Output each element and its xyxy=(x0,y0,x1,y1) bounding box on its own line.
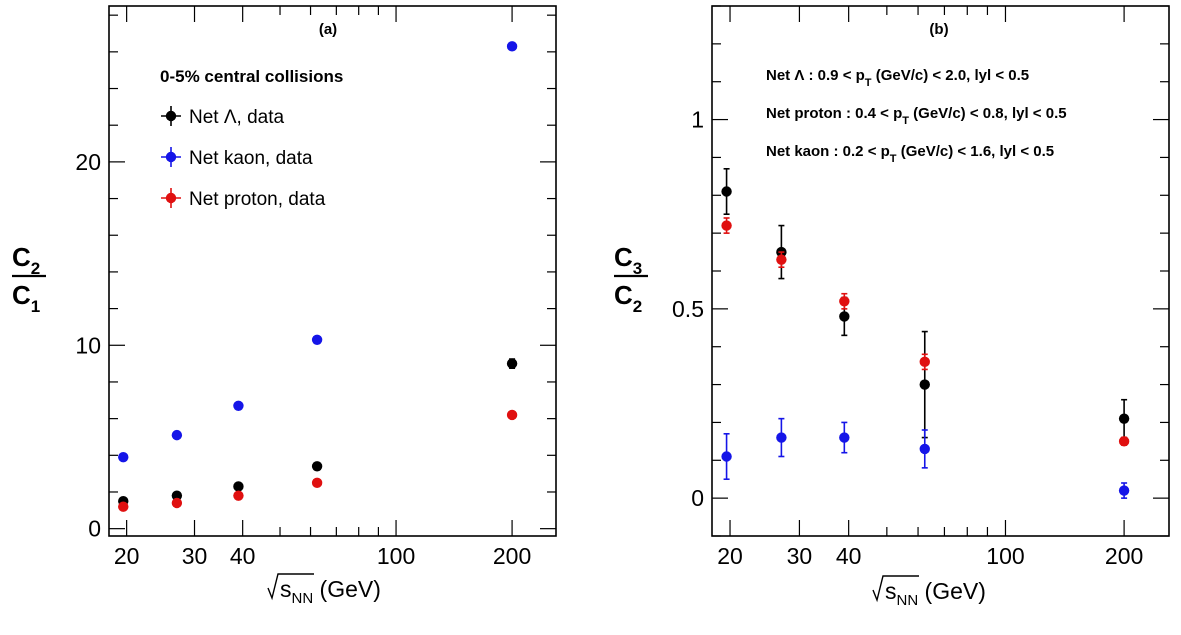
legend-marker xyxy=(165,110,177,122)
panel-a-chart: (a) 20 30 40 100 200 0 10 20 0-5% central colli… xyxy=(12,5,557,607)
data-point xyxy=(506,358,518,369)
data-point xyxy=(311,461,323,472)
panel-b-data-points xyxy=(721,167,1130,499)
y-tick-label: 0 xyxy=(88,516,101,542)
data-point xyxy=(776,432,787,443)
legend-marker xyxy=(165,192,177,204)
data-point xyxy=(839,296,850,307)
x-tick-label: 200 xyxy=(1105,543,1143,569)
sqrt-symbol xyxy=(872,575,919,603)
x-tick-label: 20 xyxy=(717,543,743,569)
data-point xyxy=(721,451,732,462)
data-point xyxy=(171,429,183,441)
data-point xyxy=(311,334,323,345)
sqrt-symbol xyxy=(267,573,314,601)
data-point xyxy=(1118,436,1130,447)
x-tick-label: 40 xyxy=(230,543,256,569)
x-tick-label: 40 xyxy=(836,543,862,569)
legend-entries: Net Λ, data Net kaon, data Net proton, dat… xyxy=(161,106,326,210)
x-tick-label: 100 xyxy=(377,543,415,569)
panel-a-tick-labels: 20 30 40 100 200 0 10 20 xyxy=(75,149,531,569)
legend-entry-label: Net proton, data xyxy=(189,189,326,210)
data-point xyxy=(919,356,930,368)
data-point xyxy=(118,451,129,463)
data-point xyxy=(171,490,183,501)
panel-b-label: (b) xyxy=(929,21,948,38)
data-point xyxy=(1118,485,1130,496)
data-point xyxy=(506,41,518,52)
annotation-lambda: Net Λ : 0.9 < pT (GeV/c) < 2.0, lyl < 0.… xyxy=(766,67,1029,89)
legend-entry-label: Net kaon, data xyxy=(189,148,313,169)
x-tick-label: 200 xyxy=(493,543,531,569)
y-tick-label: 0.5 xyxy=(672,296,704,322)
panel-b-x-axis-label: sNN (GeV) xyxy=(872,575,986,609)
legend-entry-label: Net Λ, data xyxy=(189,107,285,128)
panel-a-data-points xyxy=(118,41,518,512)
data-point xyxy=(118,501,129,512)
y-label-denominator: C2 xyxy=(614,280,642,316)
data-point xyxy=(171,497,183,509)
panel-b-y-axis-label: C3 C2 xyxy=(614,242,648,316)
x-label-text: sNN (GeV) xyxy=(280,576,381,607)
annotation-proton: Net proton : 0.4 < pT (GeV/c) < 0.8, lyl… xyxy=(766,105,1067,127)
data-point xyxy=(919,443,930,455)
panel-b-annotations: Net Λ : 0.9 < pT (GeV/c) < 2.0, lyl < 0.… xyxy=(766,67,1067,165)
data-point xyxy=(506,409,518,421)
x-tick-label: 30 xyxy=(182,543,208,569)
data-point xyxy=(721,220,732,231)
y-tick-label: 10 xyxy=(75,332,101,358)
y-label-denominator: C1 xyxy=(12,280,40,316)
y-label-numerator: C2 xyxy=(12,242,40,278)
panel-a-y-axis-label: C2 C1 xyxy=(12,242,46,316)
panel-a-x-axis-label: sNN (GeV) xyxy=(267,573,381,607)
legend-marker xyxy=(165,151,177,163)
panel-a-plot-frame xyxy=(108,5,557,537)
y-tick-label: 0 xyxy=(691,485,704,511)
data-point xyxy=(233,481,244,492)
data-point xyxy=(839,311,850,322)
data-point xyxy=(721,186,732,197)
panel-a-label: (a) xyxy=(319,21,337,38)
x-tick-label: 100 xyxy=(986,543,1024,569)
data-point xyxy=(919,379,930,390)
data-point xyxy=(839,432,850,443)
y-label-numerator: C3 xyxy=(614,242,642,278)
panel-b-chart: (b) 20 30 40 100 200 0 0.5 1 Net Λ : 0.9 < pT (… xyxy=(614,5,1170,609)
data-point xyxy=(311,477,323,489)
x-tick-label: 30 xyxy=(787,543,813,569)
panel-b-ticks xyxy=(712,5,1169,537)
panel-a-legend: 0-5% central collisions Net Λ, data Net k… xyxy=(160,67,343,210)
data-point xyxy=(233,400,244,411)
data-point xyxy=(1118,413,1130,424)
legend-header: 0-5% central collisions xyxy=(160,67,343,86)
x-tick-label: 20 xyxy=(114,543,140,569)
data-point xyxy=(233,490,244,501)
panel-a-ticks xyxy=(109,6,556,536)
annotation-kaon: Net kaon : 0.2 < pT (GeV/c) < 1.6, lyl <… xyxy=(766,143,1054,165)
data-point xyxy=(776,254,787,265)
x-label-text: sNN (GeV) xyxy=(885,578,986,609)
y-tick-label: 20 xyxy=(75,149,101,175)
panel-b-tick-labels: 20 30 40 100 200 0 0.5 1 xyxy=(672,107,1143,569)
y-tick-label: 1 xyxy=(691,107,704,133)
